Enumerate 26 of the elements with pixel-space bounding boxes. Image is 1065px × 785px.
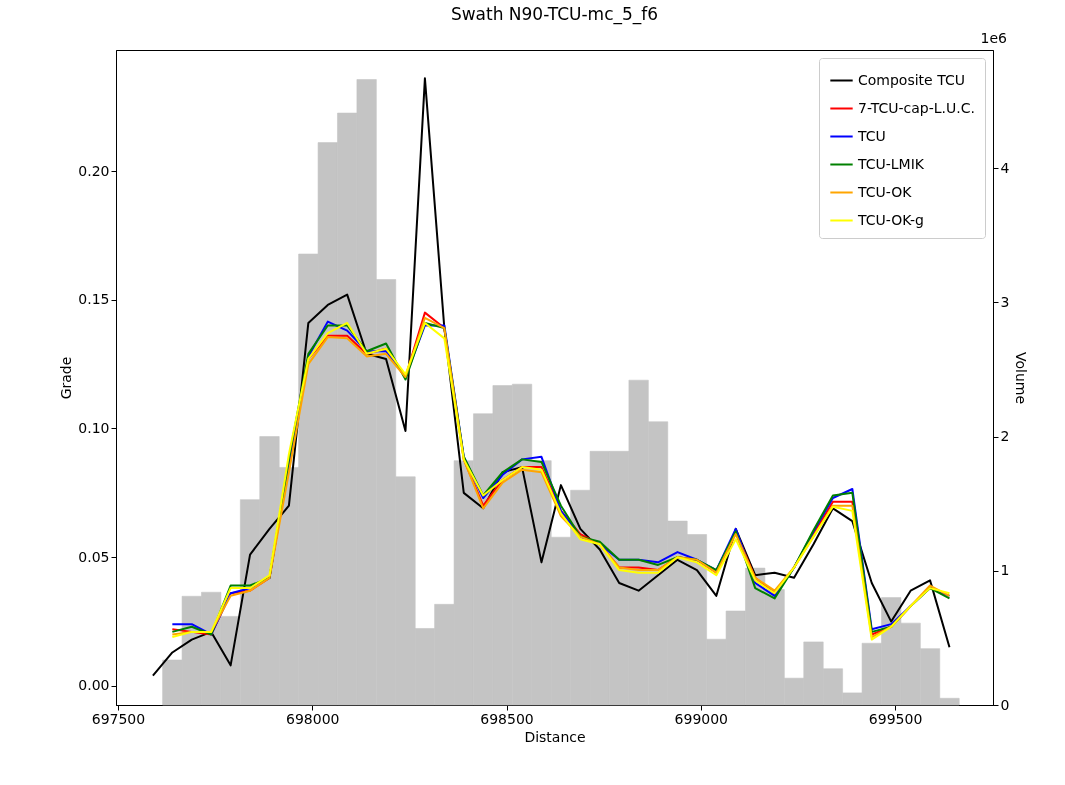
legend-label: TCU xyxy=(857,127,886,144)
legend-label: TCU-OK-g xyxy=(857,211,924,228)
x-tick-label: 698000 xyxy=(286,710,340,727)
y-tick-label: 0.10 xyxy=(78,419,110,436)
y2-axis-title: Volume xyxy=(1013,351,1030,405)
y2-tick-label: 1 xyxy=(1000,562,1010,579)
y-tick-label: 0.20 xyxy=(78,162,110,179)
y-tick-label: 0.05 xyxy=(78,548,110,565)
y2-tick-label: 0 xyxy=(1000,696,1010,713)
x-tick-label: 697500 xyxy=(91,710,146,727)
y2-tick-label: 2 xyxy=(1000,428,1010,445)
y2-tick-label: 3 xyxy=(1000,293,1010,310)
text: 1e6 xyxy=(980,30,1008,46)
legend-label: Composite TCU xyxy=(858,71,965,88)
x-axis-title: Distance xyxy=(524,728,586,745)
x-tick-label: 698500 xyxy=(480,710,534,727)
y-tick-label: 0.00 xyxy=(78,677,110,694)
chart-title: Swath N90-TCU-mc_5_f6 xyxy=(450,4,659,25)
y2-tick-label: 4 xyxy=(1000,159,1010,176)
legend-label: TCU-LMIK xyxy=(857,155,925,172)
legend-label: 7-TCU-cap-L.U.C. xyxy=(858,99,975,116)
y-tick-label: 0.15 xyxy=(78,291,110,308)
y-axis-title: Grade xyxy=(58,356,75,400)
legend-label: TCU-OK xyxy=(857,183,913,200)
x-tick-label: 699500 xyxy=(868,710,923,727)
x-tick-label: 699000 xyxy=(674,710,729,727)
